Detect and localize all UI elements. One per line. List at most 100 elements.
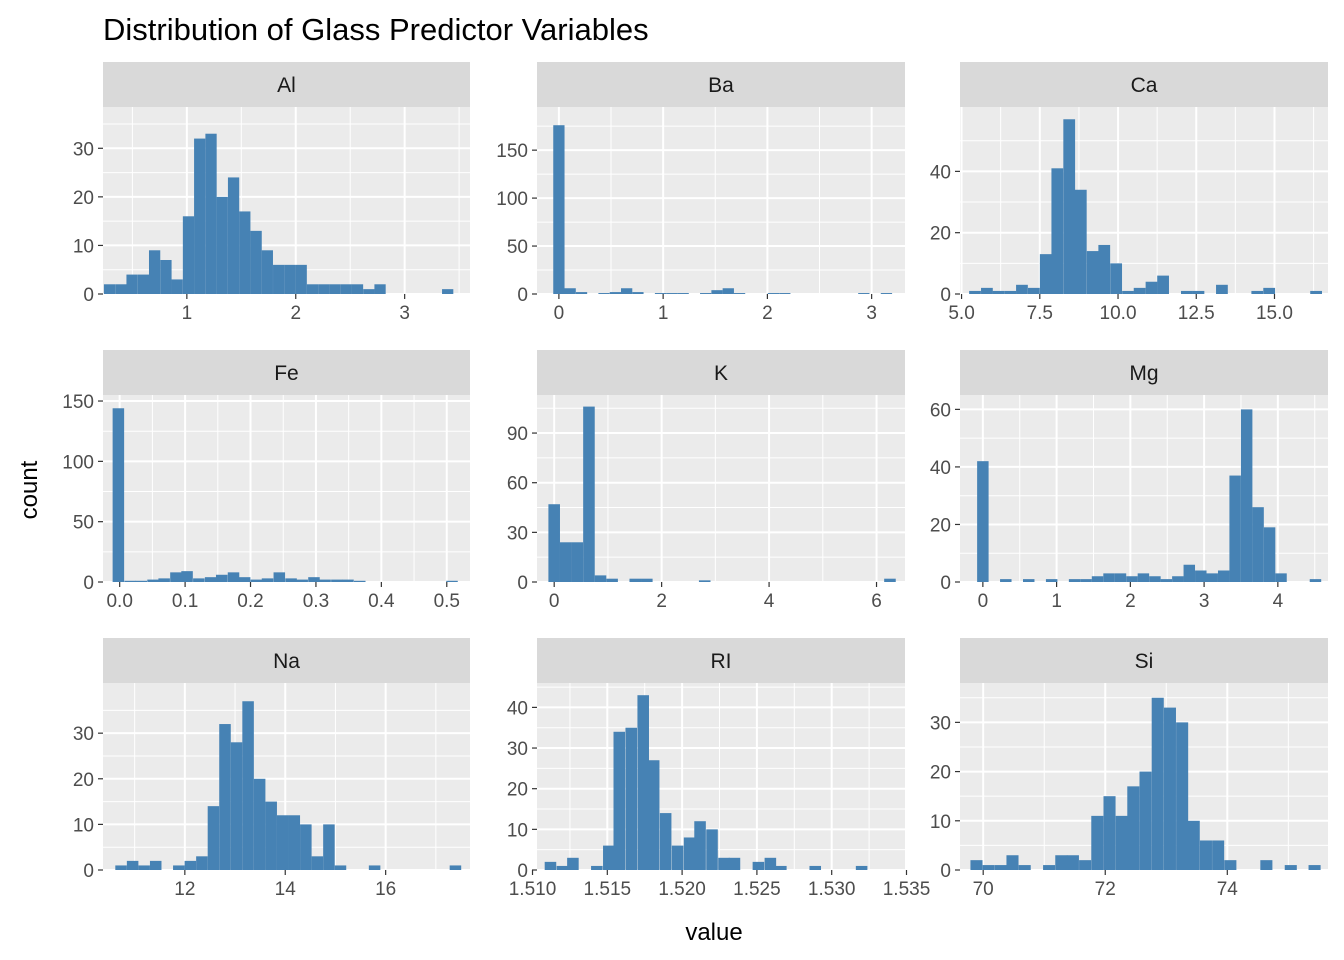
histogram-bar — [446, 580, 458, 582]
histogram-bar — [149, 860, 162, 870]
histogram-bar — [1263, 527, 1276, 582]
y-tick-label: 0 — [83, 285, 94, 306]
histogram-bar — [564, 288, 576, 294]
y-tick-label: 100 — [496, 189, 528, 210]
histogram-bar — [809, 865, 822, 870]
x-tick-label: 1 — [658, 303, 669, 324]
histogram-bar — [227, 572, 240, 582]
histogram-bar — [331, 579, 343, 582]
x-tick-label: 14 — [275, 879, 297, 900]
histogram-bar — [148, 250, 161, 294]
histogram-bar — [311, 856, 324, 870]
histogram-bar — [1055, 855, 1068, 870]
panel-na: Na 12 14 16 0 10 20 30 — [73, 638, 470, 900]
y-tick-label: 10 — [930, 812, 951, 833]
histogram-bar — [982, 865, 995, 870]
histogram-bar — [374, 284, 386, 294]
histogram-bar — [296, 579, 308, 582]
histogram-bar — [1004, 290, 1017, 294]
histogram-bar — [1074, 189, 1087, 294]
x-tick-label: 1.515 — [584, 879, 632, 900]
panel-ca: Ca 5.0 7.5 10.0 12.5 15.0 0 20 40 — [930, 62, 1328, 324]
y-tick-label: 30 — [73, 139, 94, 160]
histogram-bar — [764, 857, 777, 870]
histogram-bar — [323, 824, 335, 870]
histogram-bar — [173, 865, 185, 870]
y-tick-label: 60 — [930, 400, 951, 421]
histogram-bar — [1183, 564, 1196, 582]
x-tick-label: 0.1 — [172, 591, 198, 612]
histogram-bar — [654, 293, 667, 294]
histogram-bar — [1216, 284, 1228, 294]
histogram-bar — [219, 724, 231, 870]
y-tick-label: 0 — [940, 285, 951, 306]
histogram-bar — [273, 572, 286, 582]
histogram-bar — [1176, 722, 1189, 870]
histogram-bar — [598, 293, 610, 294]
y-tick-label: 30 — [507, 739, 528, 760]
histogram-bar — [1192, 290, 1205, 294]
histogram-bar — [621, 288, 633, 294]
strip-label-ba: Ba — [708, 74, 734, 97]
histogram-bar — [1080, 579, 1092, 582]
x-tick-label: 0.2 — [237, 591, 263, 612]
histogram-bar — [354, 580, 366, 582]
histogram-bar — [575, 292, 588, 294]
y-tick-label: 20 — [930, 224, 951, 245]
histogram-bar — [591, 865, 603, 870]
histogram-bar — [1212, 840, 1225, 870]
histogram-bar — [1068, 579, 1081, 582]
x-tick-label: 5.0 — [948, 303, 974, 324]
histogram-bar — [124, 580, 136, 582]
histogram-bar — [300, 824, 312, 870]
histogram-bar — [230, 742, 243, 870]
histogram-bar — [1160, 579, 1173, 582]
histogram-bar — [698, 580, 711, 582]
histogram-bar — [671, 845, 684, 870]
x-tick-label: 0.0 — [106, 591, 132, 612]
x-tick-label: 12.5 — [1178, 303, 1215, 324]
histogram-bar — [1275, 573, 1287, 582]
x-tick-label: 10.0 — [1100, 303, 1137, 324]
panel-background-ba — [537, 107, 905, 294]
y-tick-label: 0 — [517, 285, 528, 306]
x-tick-label: 1.510 — [509, 879, 557, 900]
x-tick-label: 3 — [866, 303, 877, 324]
histogram-bar — [1284, 865, 1297, 870]
histogram-bar — [1172, 576, 1184, 582]
histogram-bar — [449, 865, 462, 870]
histogram-bar — [1066, 855, 1079, 870]
histogram-bar — [855, 865, 868, 870]
histogram-bar — [1217, 570, 1230, 582]
histogram-bar — [238, 577, 251, 582]
x-tick-label: 15.0 — [1256, 303, 1293, 324]
x-tick-label: 2 — [656, 591, 667, 612]
y-tick-label: 150 — [62, 392, 94, 413]
x-tick-label: 1.535 — [883, 879, 931, 900]
x-tick-label: 4 — [1273, 591, 1284, 612]
histogram-bar — [137, 274, 150, 294]
y-tick-label: 20 — [73, 188, 94, 209]
histogram-bar — [969, 290, 981, 294]
histogram-bar — [351, 284, 364, 294]
histogram-bar — [609, 292, 622, 294]
y-tick-label: 30 — [930, 713, 951, 734]
strip-label-k: K — [714, 362, 728, 385]
x-tick-label: 16 — [375, 879, 396, 900]
histogram-bar — [253, 778, 266, 870]
strip-label-na: Na — [273, 650, 300, 673]
histogram-bar — [752, 861, 765, 870]
histogram-bar — [683, 837, 696, 870]
histogram-bar — [711, 290, 723, 294]
x-tick-label: 0.4 — [368, 591, 395, 612]
x-tick-label: 1.525 — [733, 879, 781, 900]
y-tick-label: 20 — [930, 763, 951, 784]
panel-si: Si 70 72 74 0 10 20 30 — [930, 638, 1328, 900]
histogram-bar — [733, 293, 746, 294]
y-tick-label: 20 — [507, 780, 528, 801]
histogram-bar — [135, 580, 148, 582]
histogram-bar — [992, 290, 1005, 294]
histogram-bar — [276, 815, 289, 870]
